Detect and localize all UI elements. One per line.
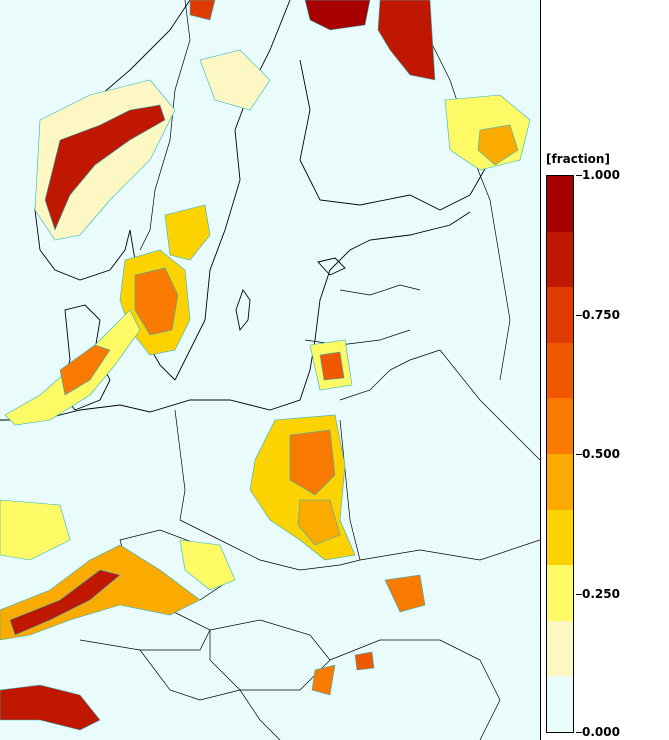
lithuania-belarus-border [339,349,441,401]
field-sweden-south-core [134,267,179,336]
legend-tick-label: 1.000 [582,168,620,182]
field-latvia-core [319,351,345,381]
colorbar-legend: [fraction] 1.000 0.750 0.500 0.250 0.000 [546,150,669,740]
colorbar-segment [547,342,573,399]
field-alps-core [9,569,121,636]
colorbar-segment [547,176,573,232]
latvia-lithuania-border [304,329,411,346]
ukraine-border [359,539,540,561]
legend-tick [576,732,582,733]
field-dinaric [179,539,236,591]
colorbar-segment [547,676,573,732]
legend-tick [576,593,582,595]
hungary-border [209,619,331,691]
legend-tick [576,314,582,316]
estonia-latvia-border [339,284,421,296]
field-balkan-sw [0,684,101,731]
field-germany-south [0,499,71,561]
fraction-map [0,0,540,740]
baltic-south-coast [0,211,471,421]
colorbar [546,175,574,733]
legend-title: [fraction] [546,152,610,166]
poland-south-border [179,519,361,571]
colorbar-segment [547,565,573,621]
saaremaa [317,257,346,276]
croatia-border [139,649,241,701]
legend-tick-label: 0.500 [582,447,620,461]
russia-east-border [469,149,511,381]
legend-tick [576,175,582,176]
serbia-border [239,689,281,740]
colorbar-segment [547,454,573,510]
field-finland-north [377,0,436,81]
belarus-russia-border [439,349,540,461]
legend-tick-label: 0.750 [582,307,620,322]
field-hungary-east [354,651,375,671]
legend-tick [576,454,582,455]
gotland [235,289,251,332]
field-norway-north [189,0,216,21]
germany-poland-border [174,409,186,521]
field-poland-core [289,429,336,496]
field-finland-south-core [477,124,519,166]
field-norway-high [44,104,166,231]
legend-tick-label: 0.250 [582,586,620,601]
field-norway-north2 [304,0,371,31]
field-carpathians [384,574,426,613]
fraction-fields [0,0,531,731]
country-borders [60,0,540,740]
legend-tick-label: 0.000 [582,725,620,739]
field-finland-central [199,49,271,111]
colorbar-segment [547,509,573,566]
map-panel [0,0,541,740]
norway-sweden-border [139,0,191,251]
colorbar-segment [547,287,573,343]
romania-border [329,639,501,740]
field-sweden-central [164,204,211,261]
colorbar-segment [547,398,573,454]
colorbar-segment [547,231,573,288]
field-skagerrak-core [59,344,111,396]
poland-belarus-border [339,419,361,561]
colorbar-segment [547,620,573,677]
field-poland-south-core [297,499,341,546]
field-romania [311,664,336,696]
